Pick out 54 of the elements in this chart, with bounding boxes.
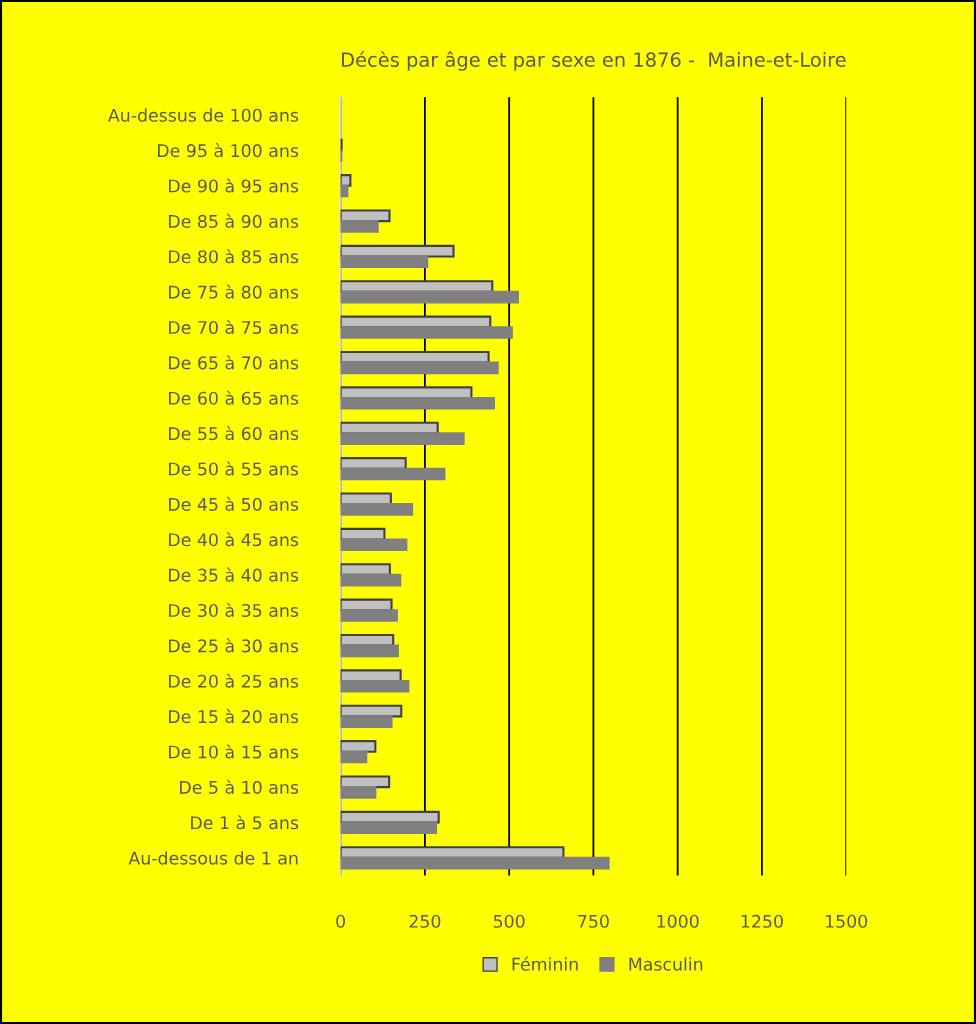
bar: [340, 503, 414, 516]
y-tick-label: De 25 à 30 ans: [169, 638, 299, 653]
bar: [340, 821, 438, 835]
x-tick-label: 1250: [741, 914, 783, 928]
bar: [340, 396, 496, 410]
bar: [340, 679, 410, 693]
bar: [340, 361, 499, 375]
y-tick-label: De 65 à 70 ans: [169, 355, 299, 370]
bar: [340, 290, 519, 304]
bar: [340, 715, 393, 728]
y-tick-label: De 40 à 45 ans: [169, 532, 299, 547]
y-tick-label: De 85 à 90 ans: [169, 213, 299, 228]
legend-label: Féminin: [512, 956, 578, 971]
y-tick-label: De 45 à 50 ans: [169, 496, 299, 511]
bar: [340, 609, 398, 622]
bar: [340, 538, 408, 552]
y-tick-label: De 90 à 95 ans: [169, 178, 299, 193]
x-tick-label: 0: [336, 914, 345, 928]
y-tick-label: De 50 à 55 ans: [169, 461, 299, 476]
x-tick-label: 500: [493, 914, 525, 928]
y-tick-label: Au-dessus de 100 ans: [108, 108, 299, 122]
y-tick-label: De 55 à 60 ans: [169, 426, 299, 441]
y-tick-label: De 35 à 40 ans: [169, 567, 299, 582]
bar: [340, 209, 391, 223]
x-tick-label: 1500: [826, 914, 868, 928]
y-tick-label: De 95 à 100 ans: [157, 143, 299, 158]
y-tick-label: De 5 à 10 ans: [180, 779, 299, 794]
bar: [340, 750, 368, 764]
bar: [340, 786, 377, 799]
bar: [340, 467, 446, 481]
x-tick-label: 250: [409, 914, 441, 928]
y-tick-label: De 1 à 5 ans: [191, 815, 299, 830]
y-tick-label: Au-dessous de 1 an: [128, 851, 298, 865]
bar: [340, 255, 429, 269]
y-tick-label: De 20 à 25 ans: [169, 673, 299, 688]
bar: [340, 573, 402, 587]
x-tick-label: 1000: [657, 914, 699, 928]
y-tick-label: De 60 à 65 ans: [169, 390, 299, 405]
legend-label: Masculin: [629, 957, 703, 971]
bar: [340, 856, 610, 870]
y-tick-label: De 10 à 15 ans: [169, 744, 299, 759]
chart-title: Décès par âge et par sexe en 1876 - Maine-et-Loire: [342, 51, 846, 71]
bar: [340, 220, 379, 233]
bar: [340, 432, 465, 445]
x-tick-label: 750: [578, 914, 609, 928]
bar: [340, 775, 391, 789]
bar: [340, 326, 513, 339]
y-tick-label: De 30 à 35 ans: [169, 602, 299, 618]
y-tick-label: De 80 à 85 ans: [169, 249, 299, 264]
y-tick-label: De 70 à 75 ans: [169, 319, 299, 335]
y-tick-label: De 75 à 80 ans: [169, 284, 299, 299]
y-tick-label: De 15 à 20 ans: [169, 709, 299, 724]
bar: [340, 740, 377, 753]
bar: [340, 644, 399, 658]
